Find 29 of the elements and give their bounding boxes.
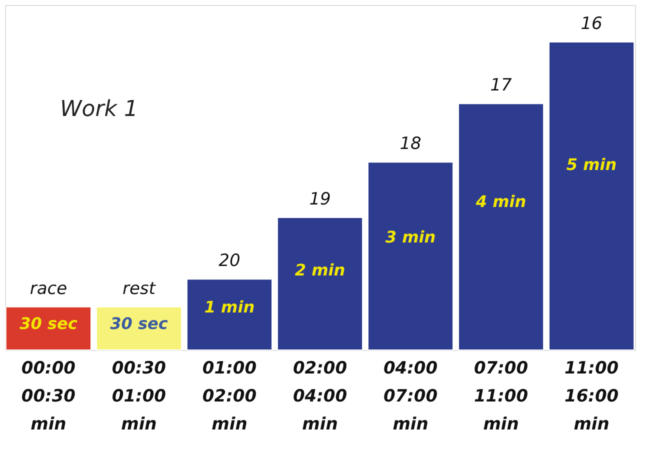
x-tick-label: 02:00 04:00 min [292, 358, 348, 434]
bar [276, 217, 364, 350]
annotation: rest [122, 278, 157, 299]
annotation: race [30, 278, 68, 299]
annotation: 30 sec [110, 314, 168, 334]
x-tick-label: 07:00 11:00 min [474, 358, 528, 434]
annotation: 17 [490, 76, 512, 96]
x-tick-label: 00:00 00:30 min [21, 358, 76, 434]
annotation: 19 [309, 190, 331, 210]
bar [96, 306, 182, 350]
annotation: 16 [580, 14, 603, 34]
bar [5, 306, 92, 350]
x-tick-label: 01:00 02:00 min [202, 358, 257, 434]
text: Work 1 [60, 97, 138, 122]
annotation: 4 min [474, 192, 526, 212]
annotation: 3 min [385, 227, 436, 246]
x-tick-label: 04:00 07:00 min [383, 358, 438, 434]
bar [367, 162, 454, 350]
bar [186, 278, 273, 350]
bar [548, 41, 635, 350]
x-tick-label: 00:30 01:00 min [112, 358, 166, 434]
annotation: 5 min [566, 155, 617, 174]
annotation: 20 [218, 251, 240, 272]
bar [458, 103, 544, 350]
annotation: 18 [400, 134, 422, 154]
annotation: 30 sec [20, 314, 78, 334]
annotation: 1 min [204, 297, 255, 316]
annotation: 2 min [294, 260, 346, 280]
x-tick-label: 11:00 16:00 min [564, 358, 619, 434]
